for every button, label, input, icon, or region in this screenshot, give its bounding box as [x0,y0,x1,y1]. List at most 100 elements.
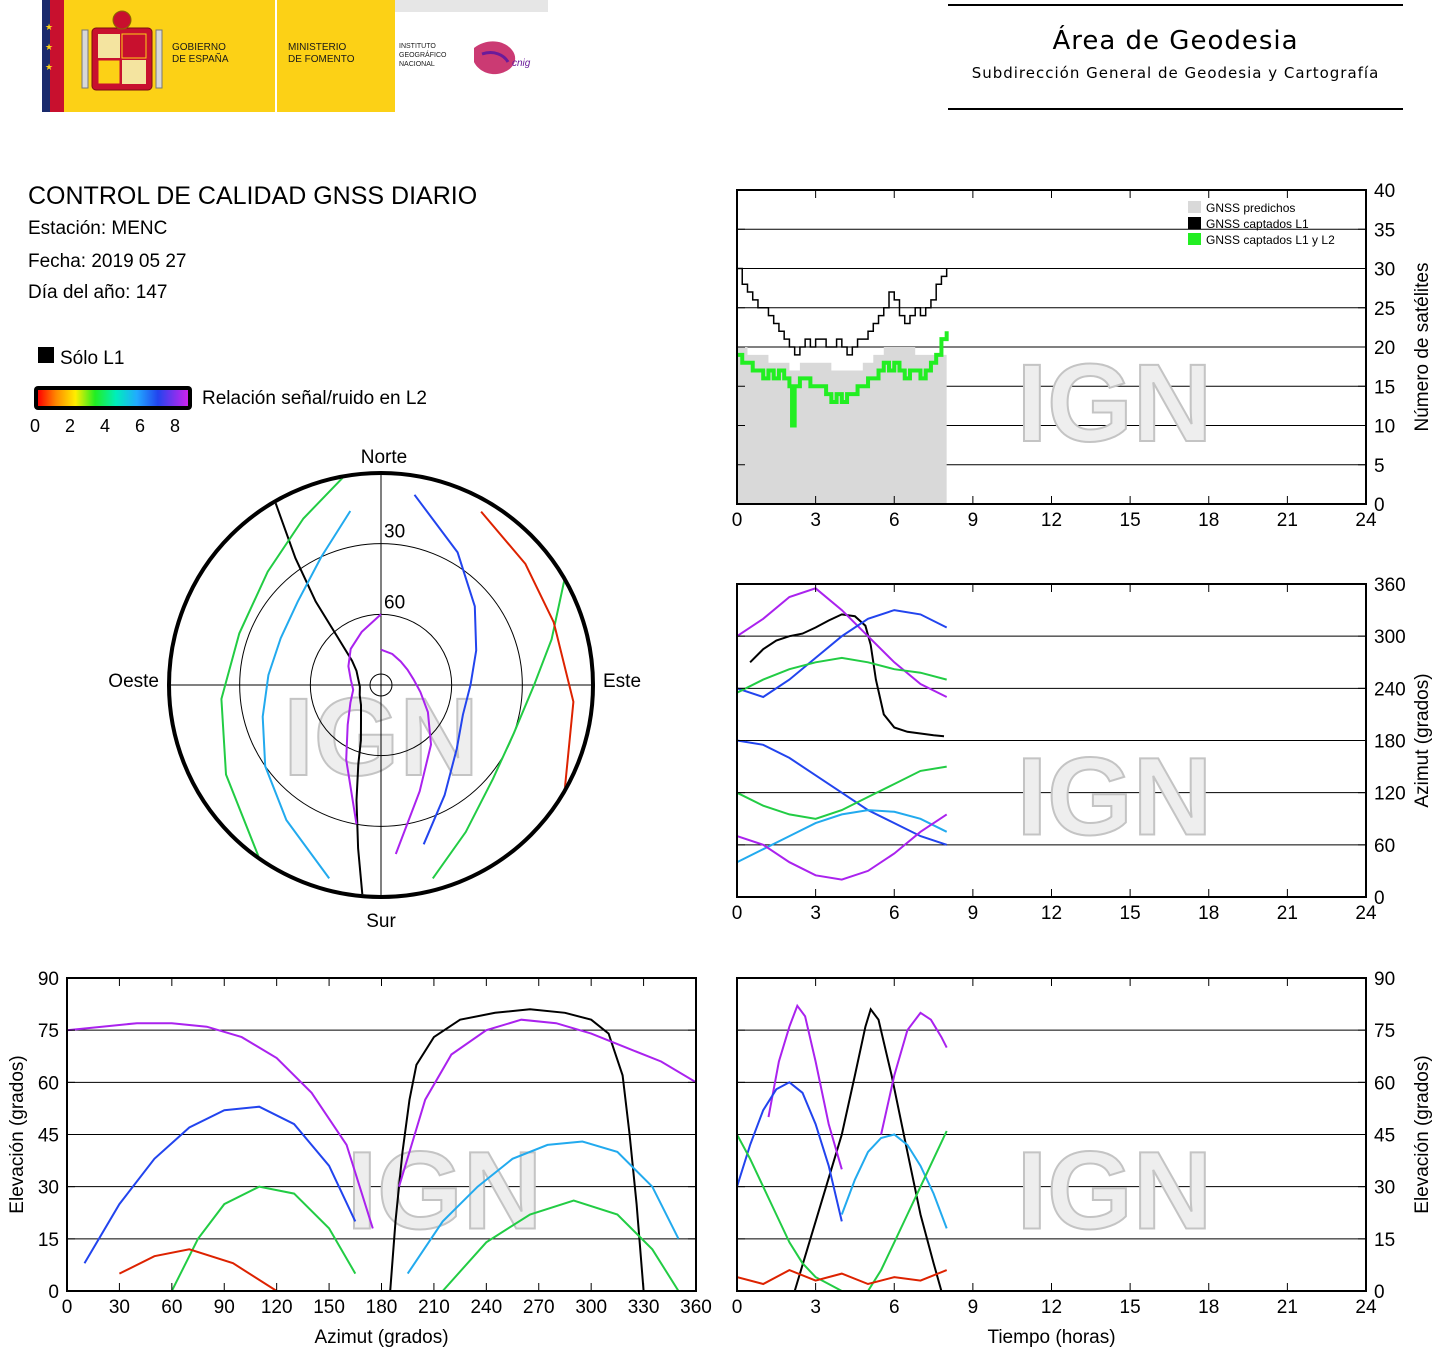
series-line [749,613,945,738]
series-line [406,1140,680,1275]
y-tick-label: 0 [1374,888,1385,909]
series-line [398,1018,696,1187]
satellite-track [274,501,364,895]
x-tick-label: 24 [1355,510,1377,531]
series-line [737,765,947,820]
series-line [737,739,948,846]
y-tick-label: 240 [1374,679,1406,700]
y-tick-label: 15 [1374,377,1395,398]
y-tick-label: 30 [1374,260,1395,281]
x-tick-label: 21 [1277,903,1298,924]
satellite-track [380,648,433,855]
horizon-ring [167,471,595,899]
ign-watermark: IGN [1017,735,1213,858]
header-rule-top [948,4,1403,6]
y-tick-label: 360 [1374,575,1406,596]
legend-label: GNSS captados L1 [1206,217,1309,231]
x-tick-label: 3 [810,510,821,531]
ign-name-line3: NACIONAL [399,61,435,68]
satellite-track [345,613,382,825]
doy-label: Día del año: 147 [28,282,168,303]
x-tick-label: 15 [1120,903,1141,924]
ring-label-60: 60 [384,592,405,613]
x-tick-label: 18 [1198,510,1219,531]
x-tick-label: 12 [1041,903,1062,924]
ign-name-line1: INSTITUTO [399,43,436,50]
snr-label: Relación señal/ruido en L2 [202,388,427,409]
y-tick-label: 90 [1374,969,1395,990]
x-tick-label: 0 [732,903,743,924]
series-line [118,1248,278,1291]
x-tick-label: 180 [366,1297,398,1318]
area-title: Área de Geodesia [1052,26,1299,56]
satellite-track [480,510,575,792]
x-tick-label: 240 [470,1297,502,1318]
series-line [737,656,947,694]
x-tick-label: 0 [732,510,743,531]
direction-west: Oeste [108,671,159,692]
series-line [737,1134,843,1291]
legend-label: GNSS predichos [1206,201,1295,215]
area-header: Área de Geodesia Subdirección General de… [948,0,1403,112]
svg-text:★: ★ [45,42,53,52]
header-rule-bottom [948,108,1403,110]
series-line [67,1022,374,1229]
y-tick-label: 30 [38,1178,59,1199]
x-tick-label: 0 [62,1297,73,1318]
svg-text:★: ★ [45,22,53,32]
y-tick-label: 75 [1374,1021,1395,1042]
y-tick-label: 120 [1374,784,1406,805]
series-line [737,609,948,699]
series-line [737,1268,948,1286]
elevation-ring [239,543,523,827]
satellite-track [220,475,345,860]
government-logo: ★ ★ ★ [42,0,548,112]
series-group [737,1003,948,1291]
satellite-track [261,510,352,879]
x-tick-label: 21 [1277,1297,1298,1318]
logo-banner: ★ ★ ★ GOBIERNO DE ESPAÑA MINISTERIO DE F… [42,0,548,112]
only-l1-swatch [38,347,54,363]
x-tick-label: 0 [732,1297,743,1318]
direction-north: Norte [361,447,407,468]
legend-swatch [1188,217,1201,229]
y-axis-label: Elevación (grados) [7,1055,28,1213]
x-tick-label: 270 [523,1297,555,1318]
x-tick-label: 90 [214,1297,235,1318]
direction-south: Sur [366,911,396,932]
series-line [840,1133,948,1229]
ign-name-line2: GEOGRÁFICO [399,52,447,59]
series-line [880,1011,948,1135]
x-tick-label: 30 [109,1297,130,1318]
snr-tick: 6 [135,416,146,436]
y-tick-label: 180 [1374,732,1406,753]
station-label: Estación: MENC [28,218,168,239]
y-tick-label: 0 [48,1282,59,1303]
snr-ticks: 0 2 4 6 8 [26,416,196,438]
ign-watermark: IGN [1017,1129,1213,1252]
svg-text:★: ★ [45,62,53,72]
x-tick-label: 6 [889,510,900,531]
series-line [170,1185,357,1291]
series-line [737,809,948,864]
area-subtitle: Subdirección General de Geodesia y Carto… [971,64,1380,82]
y-tick-label: 25 [1374,299,1395,320]
x-tick-label: 24 [1355,1297,1377,1318]
x-tick-label: 12 [1041,1297,1062,1318]
ign-watermark: IGN [1017,342,1213,465]
x-tick-label: 9 [968,1297,979,1318]
y-tick-label: 90 [38,969,59,990]
x-tick-label: 21 [1277,510,1298,531]
x-tick-label: 3 [810,903,821,924]
series-group [67,1008,696,1291]
y-tick-label: 60 [1374,836,1395,857]
gov-name-line2: DE ESPAÑA [172,54,229,65]
zenith-ring [369,673,393,697]
y-tick-label: 40 [1374,181,1395,202]
y-tick-label: 20 [1374,338,1395,359]
y-tick-label: 10 [1374,417,1395,438]
series-line [737,267,948,356]
